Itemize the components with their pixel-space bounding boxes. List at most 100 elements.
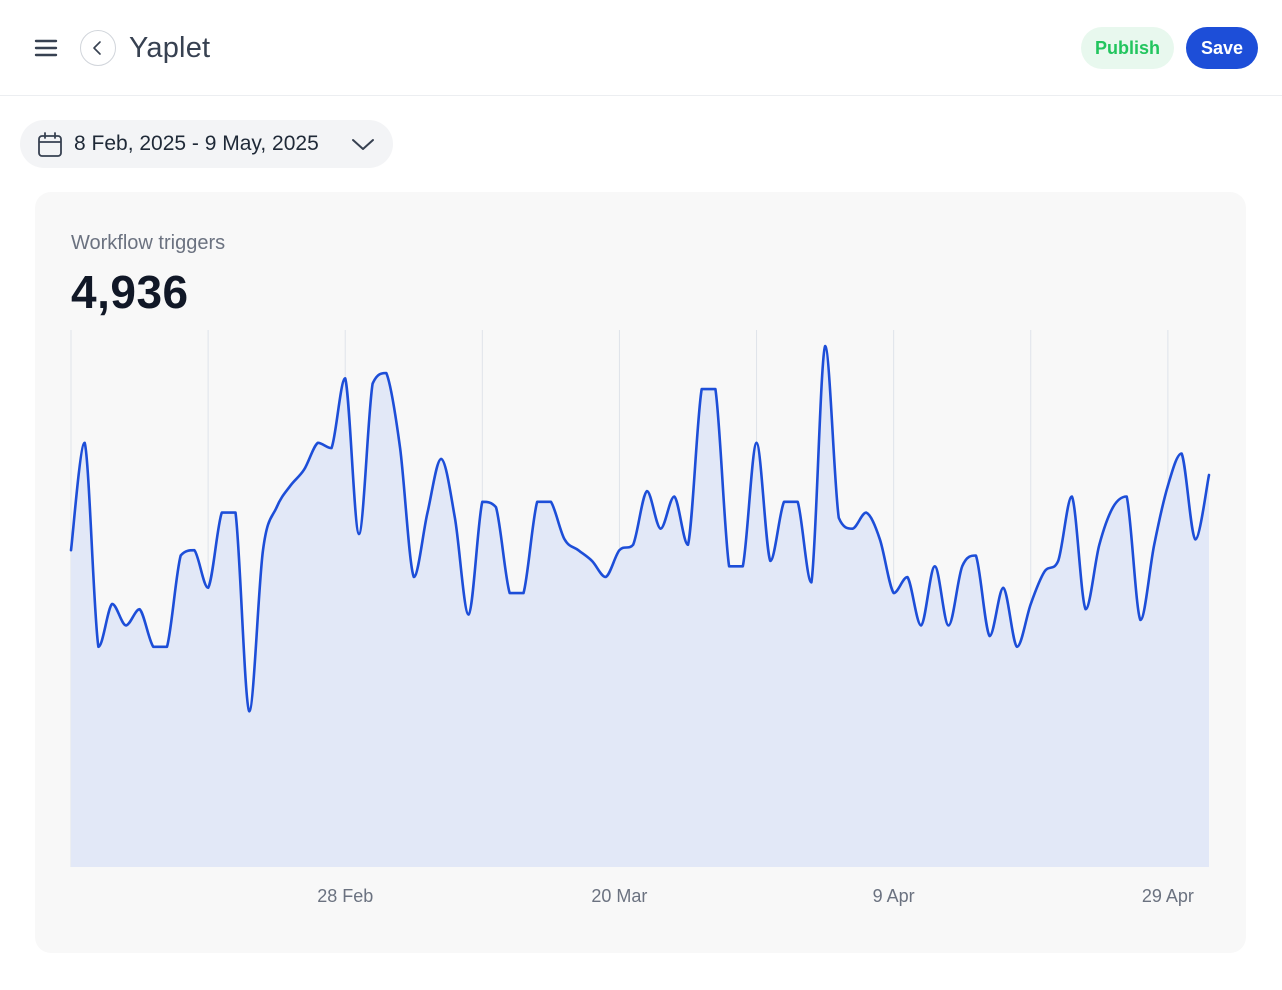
data-point[interactable] — [463, 609, 475, 621]
data-point[interactable] — [175, 550, 187, 562]
data-point[interactable] — [435, 453, 447, 465]
data-point[interactable] — [79, 437, 91, 449]
data-point[interactable] — [586, 555, 598, 567]
data-point[interactable] — [997, 582, 1009, 594]
data-point[interactable] — [120, 619, 132, 631]
data-point[interactable] — [613, 544, 625, 556]
data-point[interactable] — [559, 533, 571, 545]
data-point[interactable] — [545, 496, 557, 508]
data-point[interactable] — [929, 560, 941, 572]
data-point[interactable] — [901, 571, 913, 583]
data-point[interactable] — [1121, 490, 1133, 502]
data-point[interactable] — [915, 619, 927, 631]
data-point[interactable] — [326, 442, 338, 454]
date-range-picker[interactable]: 8 Feb, 2025 - 9 May, 2025 — [20, 120, 393, 168]
data-point[interactable] — [367, 378, 379, 390]
data-point[interactable] — [572, 544, 584, 556]
back-button[interactable] — [80, 30, 116, 66]
data-point[interactable] — [792, 496, 804, 508]
data-point[interactable] — [668, 490, 680, 502]
data-point[interactable] — [271, 501, 283, 513]
data-point[interactable] — [257, 544, 269, 556]
x-tick-label: 28 Feb — [317, 886, 373, 906]
data-point[interactable] — [312, 437, 324, 449]
data-point[interactable] — [353, 528, 365, 540]
data-point[interactable] — [230, 507, 242, 519]
x-tick-label: 9 Apr — [873, 886, 915, 906]
data-point[interactable] — [942, 619, 954, 631]
data-point[interactable] — [284, 480, 296, 492]
data-point[interactable] — [380, 367, 392, 379]
data-point[interactable] — [106, 598, 118, 610]
data-point[interactable] — [298, 464, 310, 476]
data-point[interactable] — [1189, 533, 1201, 545]
metric-label: Workflow triggers — [71, 232, 226, 254]
data-point[interactable] — [1134, 614, 1146, 626]
data-point[interactable] — [627, 539, 639, 551]
data-point[interactable] — [1176, 448, 1188, 460]
x-tick-label: 20 Mar — [591, 886, 647, 906]
data-point[interactable] — [449, 512, 461, 524]
data-point[interactable] — [243, 705, 255, 717]
data-point[interactable] — [202, 582, 214, 594]
data-point[interactable] — [888, 587, 900, 599]
chevron-down-icon — [352, 139, 374, 150]
data-point[interactable] — [1052, 555, 1064, 567]
data-point[interactable] — [737, 560, 749, 572]
data-point[interactable] — [216, 507, 228, 519]
data-point[interactable] — [723, 560, 735, 572]
data-point[interactable] — [764, 555, 776, 567]
data-point[interactable] — [339, 372, 351, 384]
data-point[interactable] — [1148, 539, 1160, 551]
data-point[interactable] — [1011, 641, 1023, 653]
chevron-left-icon — [93, 41, 101, 55]
data-point[interactable] — [600, 571, 612, 583]
data-point[interactable] — [531, 496, 543, 508]
data-point[interactable] — [490, 501, 502, 513]
data-point[interactable] — [860, 507, 872, 519]
data-point[interactable] — [421, 507, 433, 519]
data-point[interactable] — [1107, 501, 1119, 513]
data-point[interactable] — [805, 576, 817, 588]
data-point[interactable] — [751, 437, 763, 449]
data-point[interactable] — [709, 383, 721, 395]
data-point[interactable] — [476, 496, 488, 508]
data-point[interactable] — [188, 544, 200, 556]
data-point[interactable] — [134, 603, 146, 615]
data-point[interactable] — [92, 641, 104, 653]
data-point[interactable] — [847, 523, 859, 535]
data-point[interactable] — [778, 496, 790, 508]
save-button[interactable]: Save — [1186, 27, 1258, 69]
data-point[interactable] — [408, 571, 420, 583]
data-point[interactable] — [1093, 539, 1105, 551]
data-point[interactable] — [147, 641, 159, 653]
calendar-icon — [38, 132, 62, 157]
data-point[interactable] — [984, 630, 996, 642]
data-point[interactable] — [1080, 603, 1092, 615]
data-point[interactable] — [504, 587, 516, 599]
x-tick-label: 29 Apr — [1142, 886, 1194, 906]
data-point[interactable] — [874, 533, 886, 545]
data-point[interactable] — [682, 539, 694, 551]
publish-button[interactable]: Publish — [1081, 27, 1174, 69]
data-point[interactable] — [394, 442, 406, 454]
data-point[interactable] — [970, 550, 982, 562]
menu-button[interactable] — [28, 30, 64, 66]
data-point[interactable] — [819, 340, 831, 352]
data-point[interactable] — [655, 523, 667, 535]
data-point[interactable] — [956, 560, 968, 572]
data-point[interactable] — [1203, 469, 1215, 481]
data-point[interactable] — [65, 544, 77, 556]
data-point[interactable] — [161, 641, 173, 653]
data-point[interactable] — [1025, 598, 1037, 610]
data-point[interactable] — [1162, 480, 1174, 492]
page-title: Yaplet — [129, 32, 211, 64]
data-point[interactable] — [641, 485, 653, 497]
data-point[interactable] — [1038, 566, 1050, 578]
data-point[interactable] — [517, 587, 529, 599]
data-point[interactable] — [833, 512, 845, 524]
date-range-label: 8 Feb, 2025 - 9 May, 2025 — [74, 132, 319, 155]
data-point[interactable] — [1066, 490, 1078, 502]
data-point[interactable] — [696, 383, 708, 395]
top-bar: Yaplet Publish Save — [0, 0, 1282, 96]
